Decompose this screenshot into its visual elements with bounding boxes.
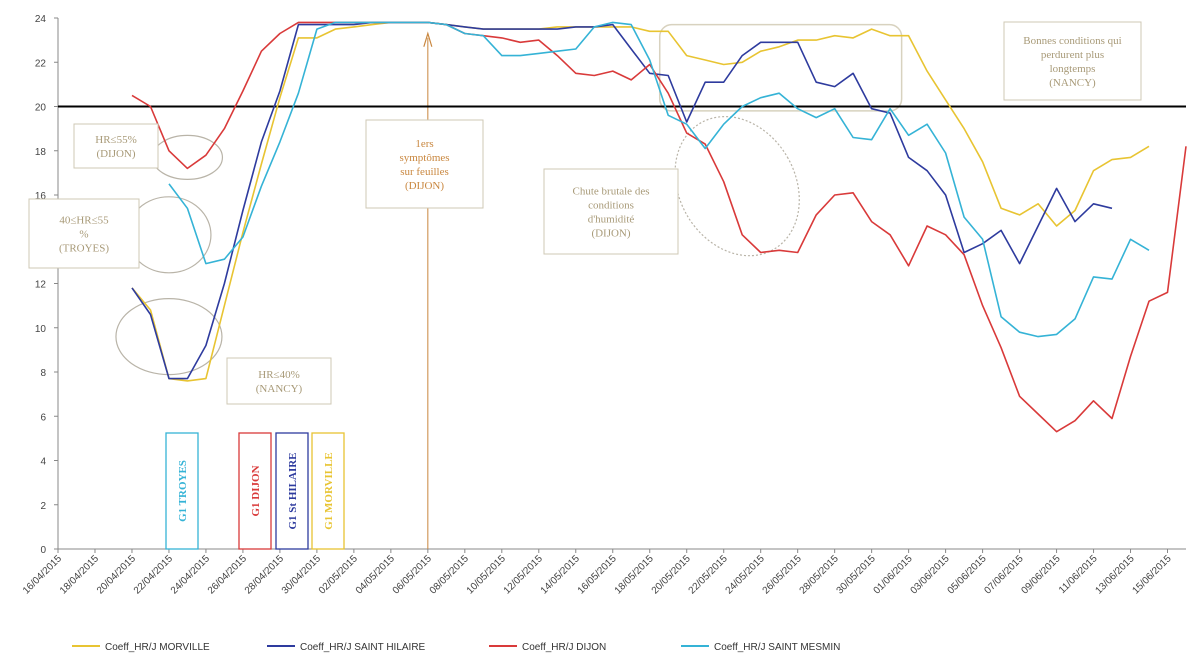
annotation-line: 1ers [415,138,433,150]
annotation-line: (DIJON) [405,180,444,192]
g1-labels: G1 TROYES G1 DIJON G1 St HILAIRE G1 MORVILL… [165,432,345,550]
annotation-hr-40-nancy: HR≤40% (NANCY) [226,357,332,405]
g1-text: G1 DIJON [250,465,262,516]
g1-label-3: G1 MORVILLE [311,432,345,550]
bonnes-conditions-frame [658,23,903,112]
annotation-box [73,123,159,169]
y-tick-label: 2 [40,501,46,512]
annotation-line: d'humidité [588,214,635,226]
y-tick-label: 18 [35,147,47,158]
chute-ellipse [674,115,800,257]
g1-text: G1 TROYES [177,460,189,522]
legend-label: Coeff_HR/J MORVILLE [105,642,210,653]
y-tick-label: 10 [35,324,47,335]
y-tick-label: 0 [40,545,46,556]
annotation-line: HR≤40% [258,369,299,381]
annotation-line: % [79,229,88,241]
y-tick-label: 4 [40,457,46,468]
series-line-2 [131,21,1187,433]
annotation-line: (DIJON) [591,228,630,240]
annotations: HR≤55% (DIJON) 40≤HR≤55% (TROYES) HR≤40% (NAN… [28,21,1142,405]
x-axis: 16/04/201518/04/201520/04/201522/04/2015… [21,548,1186,597]
annotation-chute-brutale: Chute brutale des conditions d'humidité (DI… [543,168,679,255]
annotation-line: (DIJON) [96,148,135,160]
x-tick-label: 15/06/2015 [1130,553,1173,596]
g1-text: G1 St HILAIRE [287,452,299,529]
y-tick-label: 8 [40,368,46,379]
y-tick-label: 24 [35,14,47,25]
series-line-1 [131,21,1113,380]
legend-label: Coeff_HR/J DIJON [522,642,606,653]
annotation-box [28,198,140,269]
y-tick-label: 6 [40,412,46,423]
annotation-shapes [58,23,1186,549]
annotation-box [226,357,332,405]
series-line-3 [168,21,1150,338]
g1-box [275,432,309,550]
y-tick-label: 20 [35,103,47,114]
g1-text: G1 MORVILLE [323,452,335,530]
annotation-line: longtemps [1050,63,1096,75]
g1-label-1: G1 DIJON [238,432,272,550]
annotation-box [1003,21,1142,101]
annotation-hr-40-55-troyes: 40≤HR≤55% (TROYES) [28,198,140,269]
annotation-box [365,119,484,209]
annotation-box [543,168,679,255]
annotation-line: HR≤55% [95,134,136,146]
annotation-line: (TROYES) [59,243,109,255]
y-tick-label: 22 [35,58,47,69]
y-tick-label: 12 [35,280,47,291]
annotation-first-symptoms: 1ers symptômes sur feuilles (DIJON) [365,119,484,209]
g1-box [311,432,345,550]
hr40-ellipse [115,298,223,376]
legend-item-3: Coeff_HR/J SAINT MESMIN [681,642,840,653]
hr40-55-ellipse [126,196,212,274]
annotation-line: perdurent plus [1041,49,1104,61]
y-axis: 024681012141618202224 [35,14,59,556]
annotation-bonnes-conditions: Bonnes conditions qui perdurent plus longt… [1003,21,1142,101]
annotation-line: Chute brutale des [573,186,650,198]
annotation-line: conditions [588,200,634,212]
legend-label: Coeff_HR/J SAINT MESMIN [714,642,840,653]
g1-label-2: G1 St HILAIRE [275,432,309,550]
annotation-hr-55-dijon: HR≤55% (DIJON) [73,123,159,169]
legend-label: Coeff_HR/J SAINT HILAIRE [300,642,426,653]
legend-item-1: Coeff_HR/J SAINT HILAIRE [267,642,426,653]
annotation-line: (NANCY) [1049,77,1096,89]
g1-label-0: G1 TROYES [165,432,199,550]
g1-box [238,432,272,550]
annotation-line: sur feuilles [400,166,449,178]
annotation-line: symptômes [399,152,449,164]
annotation-line: 40≤HR≤55 [59,215,109,227]
x-tick-label: 09/06/2015 [1020,553,1063,596]
legend: Coeff_HR/J MORVILLE Coeff_HR/J SAINT HILA… [72,642,840,653]
legend-item-0: Coeff_HR/J MORVILLE [72,642,210,653]
annotation-line: Bonnes conditions qui [1023,35,1121,47]
legend-item-2: Coeff_HR/J DIJON [489,642,606,653]
g1-box [165,432,199,550]
symptom-arrow-head [423,31,433,47]
hr55-ellipse [151,134,224,180]
series-line-0 [131,21,1150,382]
series-lines [131,21,1187,433]
y-tick-label: 16 [35,191,47,202]
annotation-line: (NANCY) [256,383,303,395]
